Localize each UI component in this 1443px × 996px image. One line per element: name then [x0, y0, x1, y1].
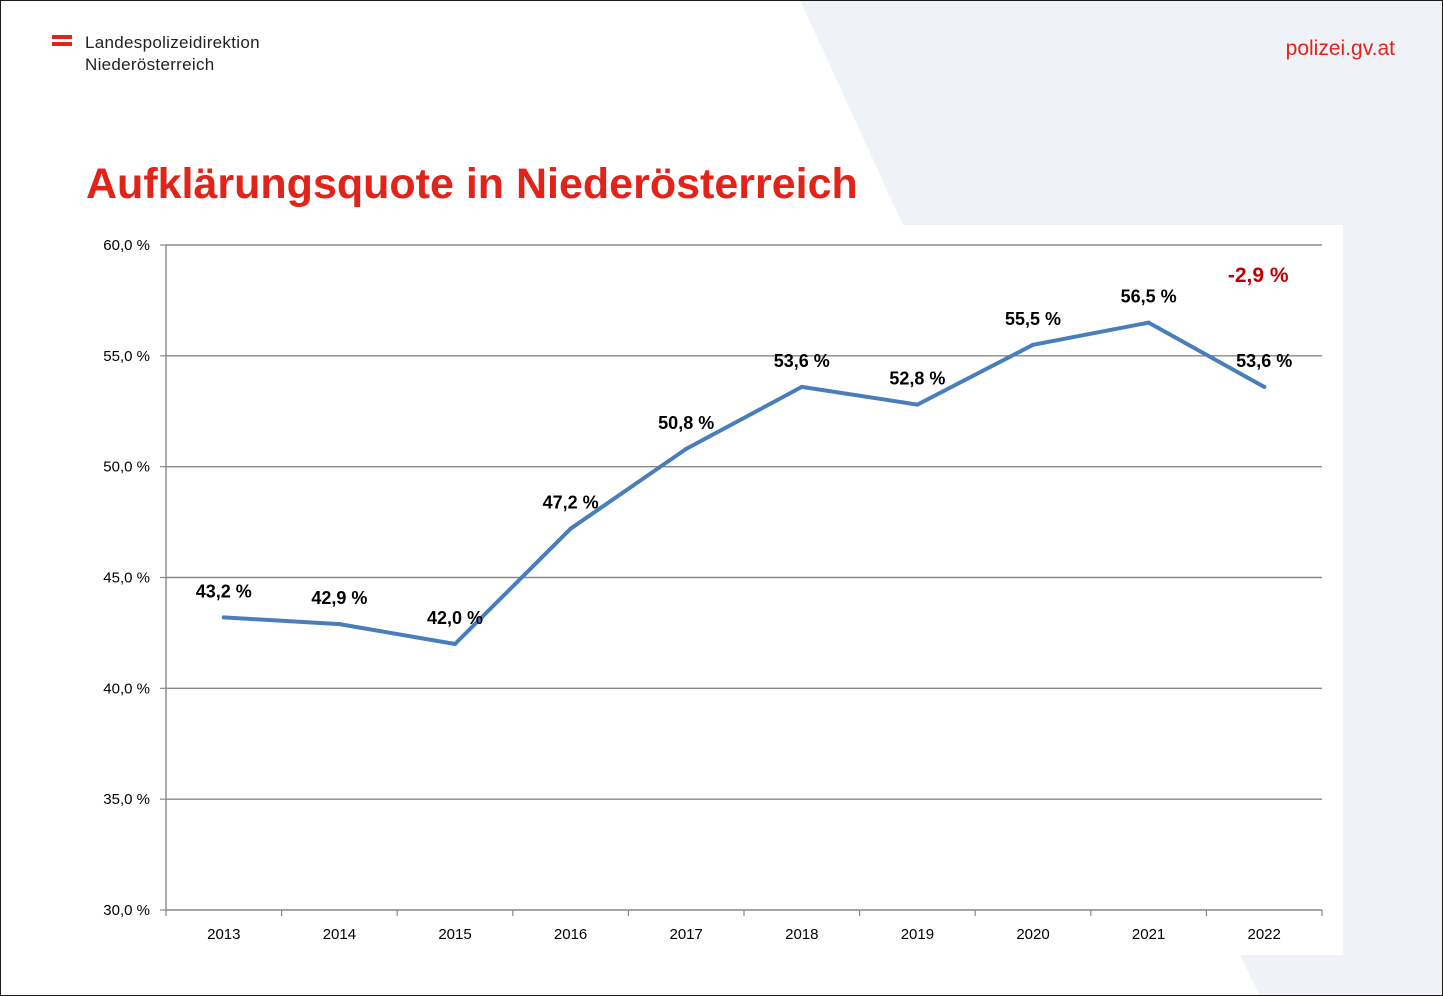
data-label: 47,2 %	[543, 493, 599, 513]
y-tick-label: 40,0 %	[103, 680, 150, 697]
data-point	[1262, 384, 1267, 389]
data-label: 43,2 %	[196, 581, 252, 601]
y-tick-label: 45,0 %	[103, 570, 150, 587]
data-label: 53,6 %	[1236, 351, 1292, 371]
data-point	[684, 446, 689, 451]
y-tick-label: 30,0 %	[103, 902, 150, 919]
data-label: 42,0 %	[427, 608, 483, 628]
change-annotation: -2,9 %	[1228, 264, 1289, 287]
x-tick-label: 2016	[554, 926, 587, 943]
data-label: 50,8 %	[658, 413, 714, 433]
org-name-line2: Niederösterreich	[85, 55, 215, 74]
x-tick-label: 2015	[438, 926, 471, 943]
org-name-line1: Landespolizeidirektion	[85, 33, 260, 52]
line-chart: 30,0 % 35,0 % 40,0 % 45,0 % 50,0 % 55,0 % 60,0…	[103, 237, 1323, 943]
y-tick-label: 55,0 %	[103, 348, 150, 365]
x-tick-label: 2021	[1132, 926, 1165, 943]
y-tick-label: 60,0 %	[103, 237, 150, 254]
data-point	[1146, 320, 1151, 325]
x-tick-label: 2017	[670, 926, 703, 943]
data-point	[568, 526, 573, 531]
x-tick-label: 2014	[323, 926, 356, 943]
data-label: 55,5 %	[1005, 309, 1061, 329]
page-title: Aufklärungsquote in Niederösterreich	[86, 160, 858, 208]
series-line	[221, 320, 1267, 646]
data-label: 52,8 %	[889, 369, 945, 389]
data-point	[337, 622, 342, 627]
austria-flag-icon	[52, 35, 72, 49]
website-link[interactable]: polizei.gv.at	[1285, 37, 1395, 60]
x-tick-label: 2022	[1248, 926, 1281, 943]
data-point	[799, 384, 804, 389]
data-point	[221, 615, 226, 620]
data-point	[453, 642, 457, 646]
x-tick-label: 2020	[1016, 926, 1049, 943]
chart-panel: 30,0 % 35,0 % 40,0 % 45,0 % 50,0 % 55,0 % 60,0…	[88, 225, 1343, 955]
data-label: 53,6 %	[774, 351, 830, 371]
data-point	[1031, 342, 1035, 347]
data-label: 42,9 %	[311, 588, 367, 608]
y-tick-label: 50,0 %	[103, 459, 150, 476]
data-point	[915, 402, 920, 407]
x-tick-label: 2013	[207, 926, 240, 943]
x-tick-label: 2019	[901, 926, 934, 943]
y-tick-label: 35,0 %	[103, 791, 150, 808]
x-tick-label: 2018	[785, 926, 818, 943]
data-label: 56,5 %	[1121, 287, 1177, 307]
